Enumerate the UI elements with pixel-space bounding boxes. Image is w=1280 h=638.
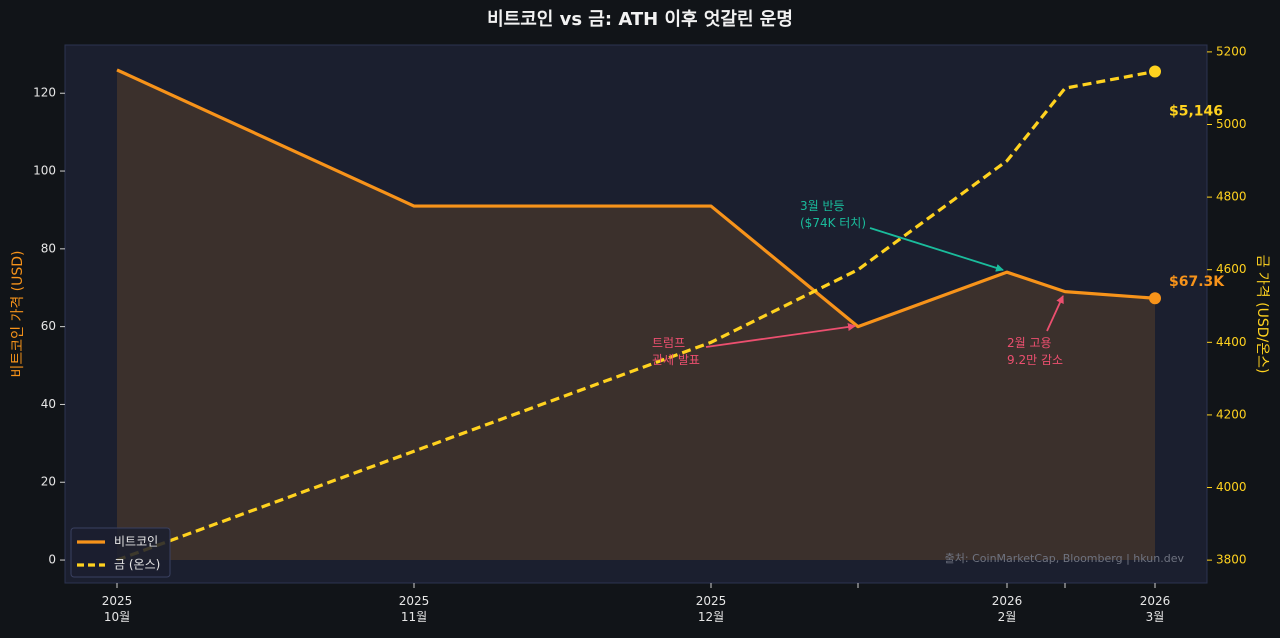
- legend-label: 금 (온스): [114, 558, 160, 572]
- y2-tick-label: 4000: [1216, 480, 1247, 494]
- annotation-arrow: [705, 323, 856, 348]
- y-tick-label: 100: [33, 164, 56, 178]
- y-tick-label: 0: [48, 553, 56, 567]
- x-tick-label: 2026 2월: [991, 594, 1023, 624]
- y-tick-label: 60: [41, 319, 56, 333]
- x-tick-label: 2025 12월: [695, 594, 727, 624]
- x-tick-label: 2025 10월: [101, 594, 133, 624]
- y2-tick-label: 5200: [1216, 44, 1247, 58]
- line: [116, 68, 1156, 329]
- end-marker: [1149, 292, 1161, 305]
- y2-axis-title: 금 가격 (USD/온스): [1254, 255, 1270, 374]
- legend-box: [70, 527, 171, 578]
- data-label: $67.3K: [1169, 274, 1225, 290]
- y2-tick-label: 4600: [1216, 262, 1247, 276]
- y2-tick-label: 4400: [1216, 335, 1247, 349]
- annotation: 트럼프 관세 발표: [652, 336, 700, 367]
- y-tick-label: 120: [33, 86, 56, 100]
- line: [116, 69, 1156, 562]
- chart-title: 비트코인 vs 금: ATH 이후 엇갈린 운명: [487, 8, 793, 30]
- y-axis-title: 비트코인 가격 (USD): [10, 250, 26, 377]
- y2-tick-label: 4200: [1216, 407, 1247, 421]
- legend-label: 비트코인: [114, 535, 158, 549]
- end-marker: [1149, 65, 1161, 78]
- source-note: 출처: CoinMarketCap, Bloomberg | hkun.dev: [945, 552, 1185, 565]
- y-tick-label: 40: [41, 397, 56, 411]
- annotation: 2월 고용 9.2만 감소: [1007, 336, 1064, 367]
- annotation-arrow: [869, 227, 1004, 272]
- data-label: $5,146: [1169, 104, 1223, 120]
- x-tick-label: 2026 3월: [1139, 594, 1171, 624]
- annotation-arrow: [1046, 295, 1064, 332]
- y-tick-label: 20: [41, 475, 56, 489]
- y-tick-label: 80: [41, 241, 56, 255]
- y2-tick-label: 3800: [1216, 553, 1247, 567]
- area: [117, 69, 1155, 561]
- y2-tick-label: 5000: [1216, 117, 1247, 131]
- x-tick-label: 2025 11월: [398, 594, 430, 624]
- annotation: 3월 반등 ($74K 터치): [800, 199, 867, 230]
- y2-tick-label: 4800: [1216, 190, 1247, 204]
